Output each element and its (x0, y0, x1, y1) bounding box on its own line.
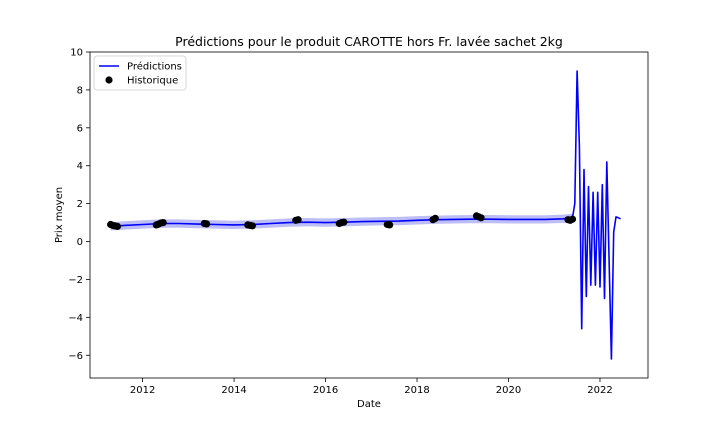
history-point (159, 219, 167, 227)
y-tick-label: 2 (77, 199, 83, 210)
x-tick-label: 2012 (130, 385, 155, 396)
y-tick-label: −4 (68, 313, 83, 324)
history-point (294, 216, 302, 224)
y-axis-ticks: −6 −4 −2 0 2 4 6 8 10 (68, 48, 90, 362)
x-tick-label: 2016 (313, 385, 338, 396)
plot-frame (89, 51, 649, 379)
y-tick-label: 10 (70, 48, 83, 59)
y-tick-label: −2 (68, 275, 83, 286)
x-tick-label: 2020 (496, 385, 521, 396)
x-axis-ticks: 2012 2014 2016 2018 2020 2022 (130, 378, 613, 396)
prediction-line-layer (110, 70, 621, 360)
y-tick-label: 8 (77, 85, 83, 96)
history-point (248, 222, 256, 230)
chart-title: Prédictions pour le produit CAROTTE hors… (175, 34, 563, 49)
history-point (477, 214, 485, 222)
y-tick-label: 6 (77, 123, 83, 134)
legend-box (93, 55, 187, 91)
y-axis-label: Prix moyen (54, 187, 65, 243)
history-point (386, 221, 394, 229)
y-tick-label: 0 (77, 237, 83, 248)
y-tick-label: 4 (77, 161, 83, 172)
legend: Prédictions Historique (93, 55, 187, 91)
legend-history-swatch (105, 76, 113, 84)
legend-history-label: Historique (127, 76, 178, 87)
prediction-line (110, 70, 621, 360)
x-axis-label: Date (357, 399, 381, 410)
history-points-layer (107, 212, 577, 230)
y-tick-label: −6 (68, 351, 83, 362)
legend-prediction-label: Prédictions (127, 61, 182, 73)
history-point (113, 222, 121, 230)
x-tick-label: 2018 (404, 385, 429, 396)
history-point (568, 215, 577, 223)
history-point (340, 218, 348, 226)
x-tick-label: 2022 (587, 385, 612, 396)
x-tick-label: 2014 (221, 385, 246, 396)
history-point (431, 214, 439, 222)
history-point (203, 220, 211, 228)
